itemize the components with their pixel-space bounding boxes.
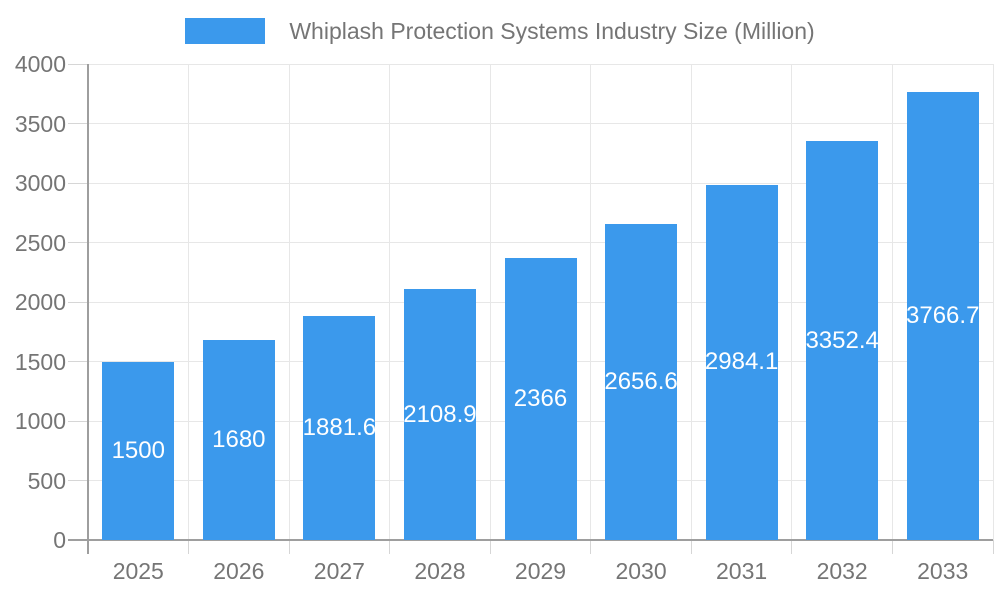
x-axis-tick	[590, 540, 592, 554]
bar-value-label: 2984.1	[704, 348, 779, 376]
bar: 3766.7	[906, 91, 980, 540]
y-axis-label: 4000	[14, 51, 66, 77]
bar: 1680	[202, 340, 275, 540]
legend-swatch	[185, 18, 266, 44]
x-axis-label: 2025	[112, 558, 164, 584]
bar: 1500	[102, 361, 175, 540]
y-axis-label: 3500	[14, 110, 66, 137]
bar: 2366	[504, 258, 577, 540]
x-axis-label: 2027	[313, 558, 365, 584]
y-axis-tick	[68, 301, 88, 303]
x-axis-line	[68, 539, 993, 541]
y-axis-tick	[68, 242, 88, 243]
x-gridline	[489, 64, 491, 540]
bar-value-label: 2108.9	[403, 400, 477, 428]
x-axis-label: 2031	[716, 558, 768, 584]
y-gridline	[88, 182, 993, 184]
chart-title: Whiplash Protection Systems Industry Siz…	[289, 17, 815, 44]
x-axis-label: 2028	[414, 558, 466, 584]
y-axis-label: 2000	[14, 289, 66, 315]
x-axis-tick	[992, 540, 994, 554]
y-gridline	[88, 63, 993, 65]
x-axis-tick	[188, 540, 190, 554]
x-axis-label: 2030	[615, 558, 667, 584]
y-axis-label: 2500	[14, 229, 66, 256]
y-axis-tick	[68, 480, 88, 481]
y-axis-label: 500	[27, 467, 66, 494]
x-axis-label: 2032	[816, 558, 868, 584]
x-gridline	[590, 64, 592, 540]
x-gridline	[891, 64, 893, 540]
y-axis-line	[87, 64, 89, 554]
x-gridline	[992, 64, 994, 540]
bar-value-label: 3352.4	[805, 326, 879, 354]
y-axis-tick	[68, 420, 88, 422]
x-axis-tick	[690, 540, 692, 554]
legend: Whiplash Protection Systems Industry Siz…	[0, 15, 1000, 47]
x-axis-tick	[389, 540, 391, 554]
y-axis-tick	[68, 361, 88, 362]
y-gridline	[88, 242, 993, 243]
x-gridline	[389, 64, 391, 540]
x-axis-label: 2033	[917, 558, 969, 584]
bar: 2108.9	[403, 289, 477, 540]
bar-value-label: 1680	[212, 426, 266, 454]
bar-value-label: 2656.6	[604, 367, 678, 395]
bar: 3352.4	[805, 141, 879, 540]
x-axis-label: 2026	[213, 558, 265, 584]
y-gridline	[88, 123, 993, 124]
x-axis-tick	[288, 540, 290, 554]
x-gridline	[791, 64, 793, 540]
y-axis-label: 3000	[14, 170, 66, 196]
y-axis-label: 1000	[14, 408, 66, 434]
y-axis-tick	[68, 123, 88, 124]
x-axis-tick	[891, 540, 893, 554]
bar-value-label: 1881.6	[302, 414, 377, 442]
x-axis-label: 2029	[514, 558, 567, 584]
bar: 1881.6	[302, 316, 377, 540]
x-gridline	[188, 64, 190, 540]
bar: 2984.1	[704, 184, 779, 540]
bar: 2656.6	[604, 223, 678, 540]
x-axis-tick	[791, 540, 793, 554]
y-axis-label: 1500	[14, 348, 66, 375]
bar-value-label: 1500	[111, 436, 165, 464]
bar-value-label: 2366	[513, 385, 568, 413]
x-axis-tick	[489, 540, 491, 554]
x-gridline	[690, 64, 692, 540]
y-axis-tick	[68, 63, 88, 65]
y-axis-label: 0	[53, 527, 66, 553]
y-axis-tick	[68, 182, 88, 184]
x-gridline	[288, 64, 290, 540]
bar-value-label: 3766.7	[906, 301, 980, 329]
